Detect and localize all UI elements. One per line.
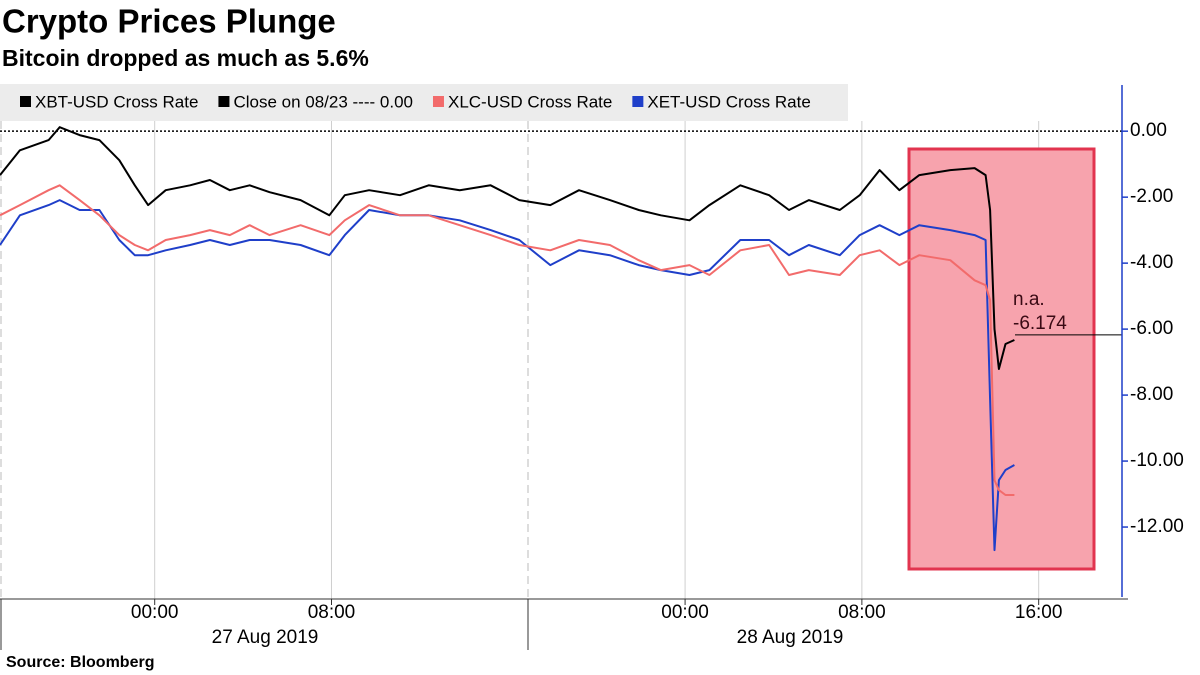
x-tick-label: 16:00 [1015,602,1063,623]
y-tick-label: 0.00 [1130,120,1167,141]
legend-swatch [632,96,644,107]
y-tick-label: -8.00 [1130,384,1173,405]
legend-label: Close on 08/23 ---- 0.00 [233,92,413,111]
grid [0,121,1040,599]
y-tick-label: -2.00 [1130,186,1173,207]
y-tick-label: -12.00 [1130,516,1184,537]
chart-title: Crypto Prices Plunge [2,3,336,40]
plot [0,126,1122,552]
series-line [0,184,1015,496]
legend-label: XLC-USD Cross Rate [448,92,612,111]
y-tick-label: -6.00 [1130,318,1173,339]
series-line [0,199,1015,552]
y-tick-label: -4.00 [1130,252,1173,273]
x-tick-label: 08:00 [308,602,356,623]
legend: XBT-USD Cross Rate Close on 08/23 ---- 0.… [20,92,811,111]
chart-subtitle: Bitcoin dropped as much as 5.6% [2,45,369,71]
source: Source: Bloomberg [6,654,154,671]
legend-label: XBT-USD Cross Rate [35,92,198,111]
legend-swatch [20,96,31,107]
x-tick-label: 00:00 [661,602,709,623]
x-tick-label: 08:00 [838,602,886,623]
y-tick-label: -10.00 [1130,450,1184,471]
date-label: 28 Aug 2019 [737,627,844,648]
date-label: 27 Aug 2019 [212,627,319,648]
last-value-label: -6.174 [1013,313,1067,334]
series-line [0,126,1015,370]
annotation-label: n.a. [1013,289,1045,310]
x-tick-label: 00:00 [131,602,179,623]
legend-background [0,84,848,121]
legend-label: XET-USD Cross Rate [647,92,810,111]
legend-swatch [432,96,444,107]
legend-swatch [218,96,230,107]
